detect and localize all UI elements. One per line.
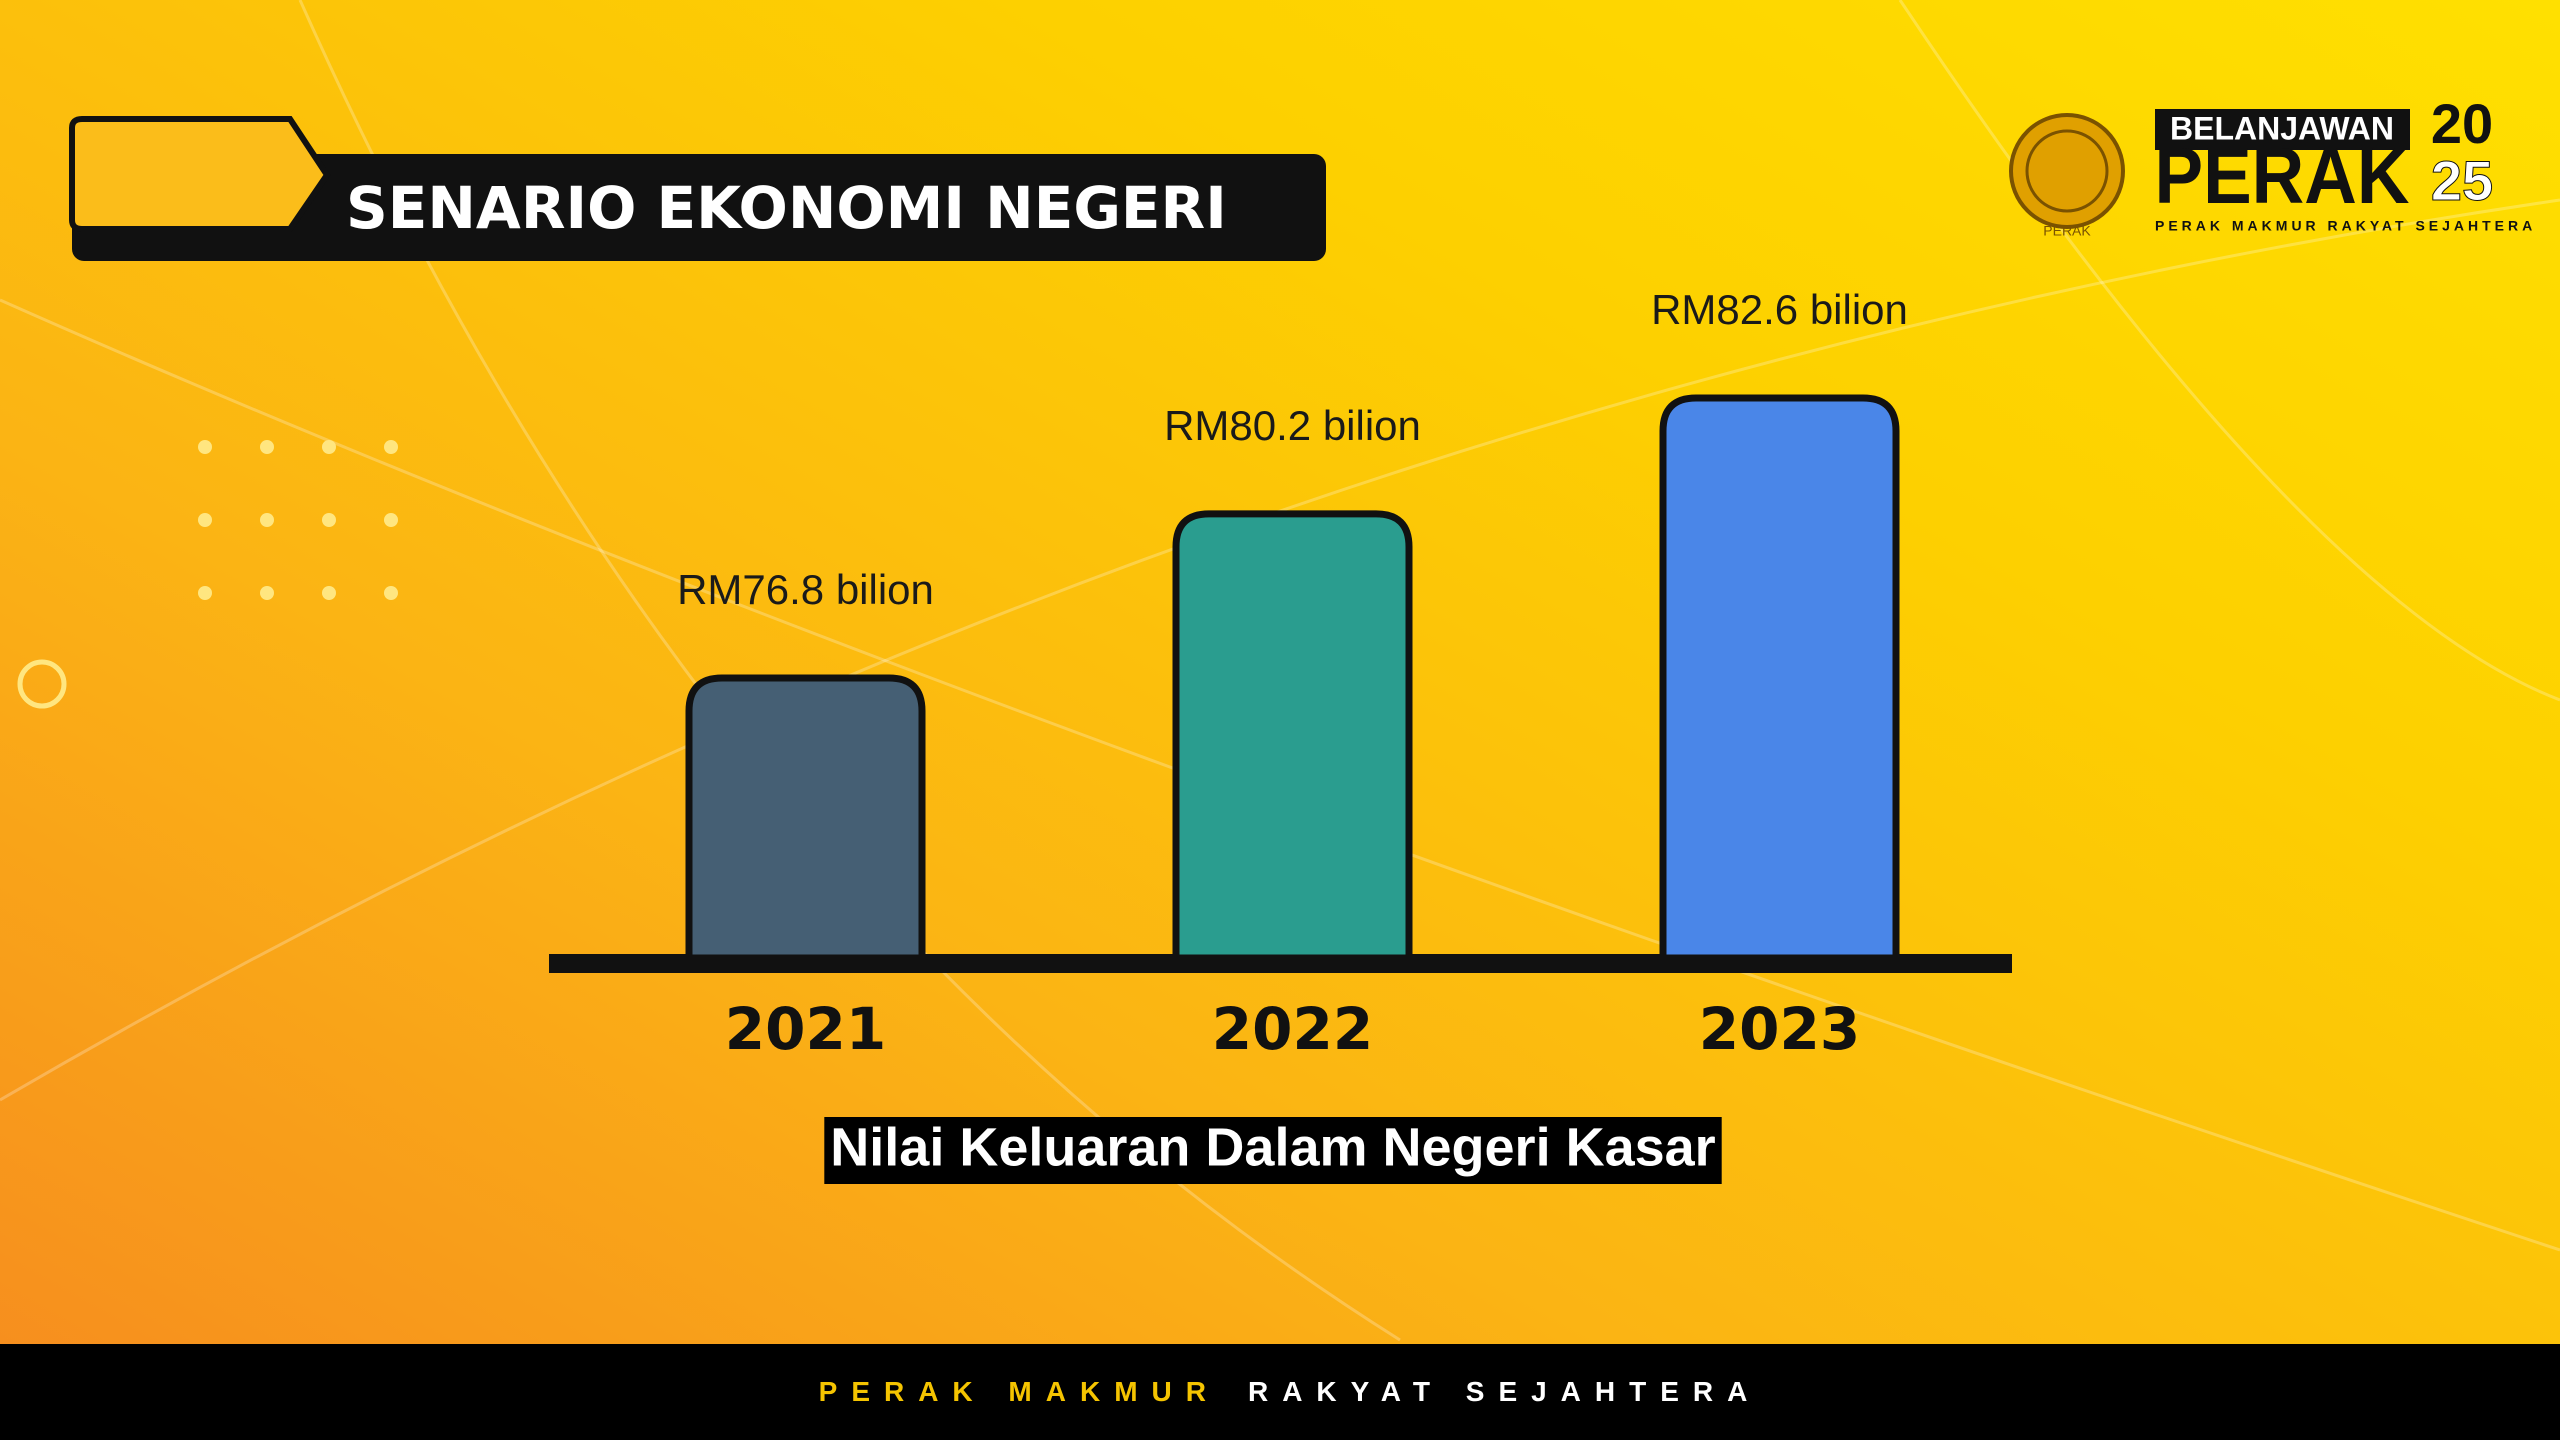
- bar: [1659, 394, 1900, 962]
- footer-right: RAKYAT SEJAHTERA: [1248, 1376, 1761, 1407]
- emblem-ring: [2025, 129, 2109, 213]
- x-label: Nilai Keluaran Dalam Negeri Kasar: [830, 1117, 1715, 1177]
- title-tab: [69, 116, 331, 232]
- bar: [685, 674, 926, 962]
- logo-year-bottom: 25: [2431, 149, 2493, 212]
- x-label-box: [824, 1117, 1722, 1184]
- bar: [1172, 510, 1413, 962]
- title-banner: [72, 154, 1326, 261]
- logo-year-top: 20: [2431, 92, 2493, 155]
- decor-dots: [198, 440, 398, 600]
- x-tick-label: 2023: [1699, 995, 1860, 1063]
- logo: PERAK BELANJAWAN PERAK 20 25 PERAK MAKMU…: [2009, 92, 2536, 239]
- decor-ring: [17, 659, 67, 709]
- footer-left: PERAK MAKMUR: [819, 1376, 1220, 1407]
- emblem-label: PERAK: [2043, 223, 2091, 239]
- value-label: RM82.6 bilion: [1651, 286, 1908, 333]
- footer-text: PERAK MAKMUR RAKYAT SEJAHTERA: [819, 1376, 1762, 1407]
- value-label: RM80.2 bilion: [1164, 402, 1421, 449]
- x-tick-label: 2021: [725, 995, 886, 1063]
- footer-bar: [0, 1344, 2560, 1440]
- logo-tagline: PERAK MAKMUR RAKYAT SEJAHTERA: [2155, 218, 2536, 234]
- value-label: RM76.8 bilion: [677, 566, 934, 613]
- logo-line2: PERAK: [2155, 131, 2410, 220]
- logo-line1: BELANJAWAN: [2170, 110, 2394, 146]
- x-tick-label: 2022: [1212, 995, 1373, 1063]
- logo-box: [2155, 109, 2410, 150]
- slide-title: SENARIO EKONOMI NEGERI: [346, 174, 1227, 242]
